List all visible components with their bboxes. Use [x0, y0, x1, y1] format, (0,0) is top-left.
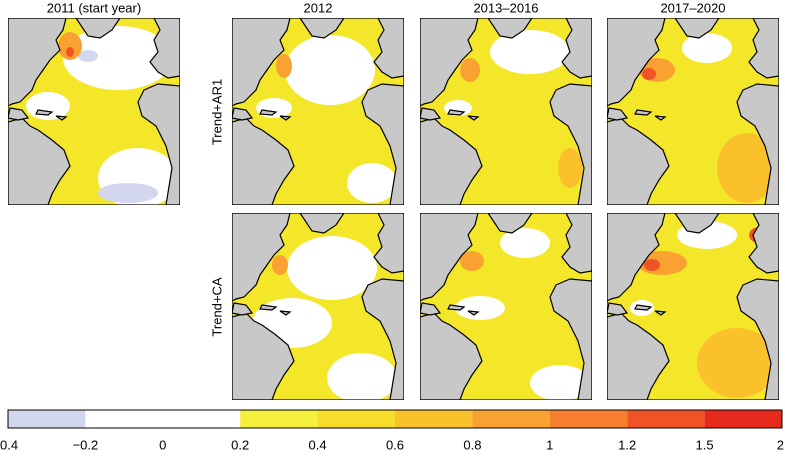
map-panel	[420, 213, 592, 400]
colorbar-tick-label: 0.4	[309, 437, 327, 452]
map-panel	[607, 213, 779, 400]
row-label: Trend+AR1	[209, 79, 224, 145]
map-panel	[232, 213, 404, 400]
colorbar-segment	[472, 410, 550, 428]
map-panel	[8, 18, 180, 205]
map-panel	[232, 18, 404, 205]
colorbar-segment	[627, 410, 705, 428]
colorbar-segment	[317, 410, 395, 428]
colorbar-tick-label: 1	[546, 437, 553, 452]
panels	[8, 18, 779, 400]
panel-title: 2011 (start year)	[47, 0, 141, 15]
colorbar-tick-label: 0.4	[0, 437, 18, 452]
colorbar-tick-label: 0.6	[386, 437, 404, 452]
colorbar-segment	[8, 410, 86, 428]
colorbar-segment	[240, 410, 318, 428]
panel-title: 2017–2020	[660, 0, 725, 15]
colorbar-tick-label: 0.8	[463, 437, 481, 452]
map-panel	[420, 18, 592, 205]
colorbar-tick-label: −0.2	[73, 437, 99, 452]
row-label: Trend+CA	[209, 277, 224, 336]
colorbar-frame	[7, 409, 783, 429]
colorbar-segment	[704, 410, 782, 428]
colorbar-tick-label: 1.5	[696, 437, 714, 452]
panel-title: 2013–2016	[473, 0, 538, 15]
colorbar-segment	[395, 410, 473, 428]
colorbar-segment	[85, 410, 163, 428]
colorbar-tick-label: 0	[159, 437, 166, 452]
colorbar-tick-label: 0.2	[231, 437, 249, 452]
colorbar: 0.4 −0.2 0 0.2 0.4 0.6 0.8 1 1.2 1.5 2	[0, 409, 784, 452]
map-panel	[607, 18, 779, 205]
colorbar-segment	[549, 410, 628, 428]
colorbar-tick-label: 2	[777, 437, 784, 452]
panel-title: 2012	[304, 0, 333, 15]
colorbar-tick-label: 1.2	[618, 437, 636, 452]
colorbar-segment	[162, 410, 241, 428]
